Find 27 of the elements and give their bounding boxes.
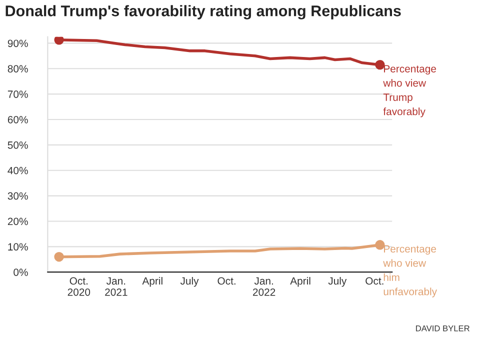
y-tick-label: 60%: [8, 116, 28, 124]
x-tick-label: April: [290, 276, 310, 287]
x-tick-label: Jan. 2021: [105, 277, 128, 296]
x-tick-label: July: [328, 276, 347, 287]
y-tick-label: 90%: [8, 40, 28, 48]
text: DAVID BYLER: [416, 325, 470, 332]
series-label: Percentage who view him unfavorably: [383, 245, 438, 298]
chart-title: Donald Trump's favorability rating among Republicans: [6, 5, 401, 20]
y-tick-label: 40%: [8, 166, 28, 174]
x-tick-label: Jan. 2022: [253, 277, 276, 296]
x-tick-label: April: [142, 276, 162, 287]
x-tick-label: July: [180, 276, 199, 287]
series-label: Percentage who view Trump favorably: [383, 65, 436, 118]
y-tick-label: 70%: [8, 90, 28, 98]
y-tick-label: 80%: [8, 65, 28, 72]
y-tick-label: 30%: [8, 192, 28, 200]
point: [375, 60, 385, 70]
x-tick-label: Oct.: [366, 277, 384, 285]
y-tick-label: 20%: [8, 218, 28, 226]
point: [54, 36, 64, 45]
x-tick-label: Oct. 2020: [68, 277, 90, 296]
y-tick-label: 10%: [8, 243, 28, 251]
point: [375, 240, 385, 250]
y-tick-label: 50%: [8, 141, 28, 149]
point: [54, 252, 64, 262]
y-tick-label: 0%: [14, 268, 28, 276]
x-tick-label: Oct.: [218, 277, 236, 285]
